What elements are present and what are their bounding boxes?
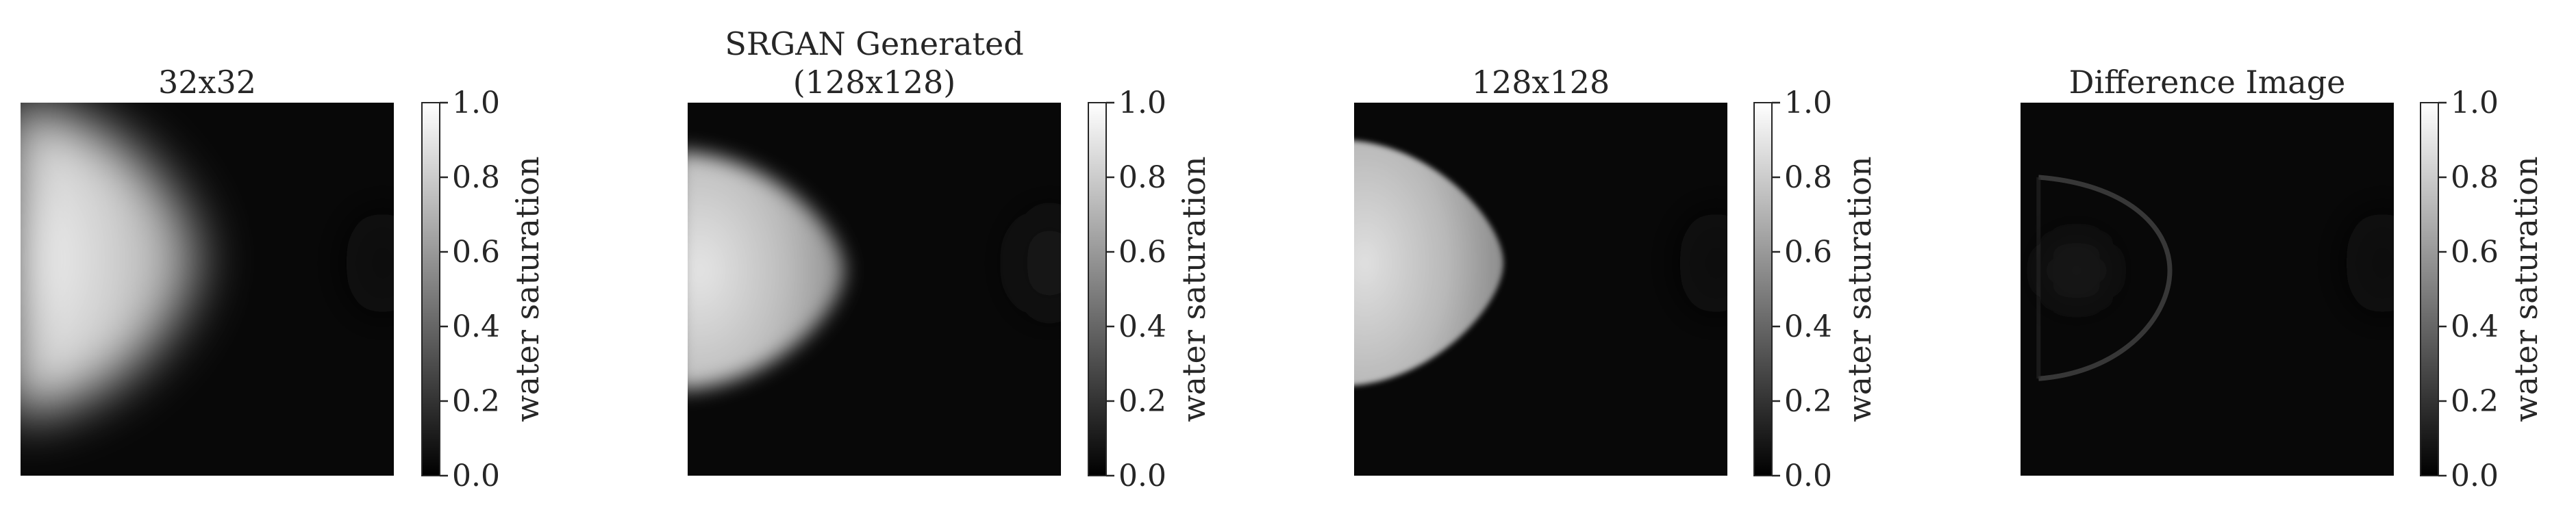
colorbar-tick-label: 1.0 [1784, 86, 1832, 120]
saturation-plume [1354, 140, 1503, 386]
colorbar-tick-label: 0.8 [1784, 160, 1832, 195]
colorbar-tick-label: 0.2 [1118, 384, 1166, 419]
colorbar-gradient [1753, 102, 1773, 476]
colorbar-tick-label: 0.4 [1118, 309, 1166, 344]
heatmap-image [2021, 103, 2394, 476]
colorbar-tick-label: 0.8 [1118, 160, 1166, 195]
colorbar-tick-label: 0.8 [2451, 160, 2499, 195]
colorbar-tick-label: 0.6 [1118, 235, 1166, 270]
heatmap-image [21, 103, 394, 476]
colorbar-tick-label: 0.8 [452, 160, 500, 195]
colorbar-label: water saturation [1175, 156, 1212, 422]
faint-right-region [1679, 211, 1727, 316]
heatmap-image [1354, 103, 1727, 476]
panel-1: 32x32 0.0 0.2 0.4 0.6 0.8 1.0 water saturation [21, 64, 546, 493]
colorbar-tick-label: 0.0 [1118, 459, 1166, 493]
difference-ring [2038, 175, 2173, 381]
panel-title: 32x32 [158, 64, 256, 101]
colorbar-tick-label: 1.0 [2451, 86, 2499, 120]
difference-inner [2047, 240, 2107, 300]
faint-right-region [345, 211, 394, 316]
colorbar-tick-label: 0.6 [1784, 235, 1832, 270]
colorbar-tick-label: 0.0 [1784, 459, 1832, 493]
colorbar-tick-label: 0.4 [452, 309, 500, 344]
colorbar-tick-label: 0.0 [452, 459, 500, 493]
saturation-plume [21, 103, 200, 415]
colorbar: 0.0 0.2 0.4 0.6 0.8 1.0 water saturation [421, 86, 546, 493]
colorbar-tick-label: 0.4 [2451, 309, 2499, 344]
faint-right-region [1012, 211, 1061, 316]
faint-right-region [2345, 211, 2394, 316]
colorbar-gradient [421, 102, 440, 476]
panel-title: 128x128 [1472, 64, 1610, 101]
colorbar-label: water saturation [509, 156, 546, 422]
colorbar-label: water saturation [2508, 156, 2544, 422]
colorbar-tick-label: 0.2 [1784, 384, 1832, 419]
colorbar-gradient [1088, 102, 1107, 476]
panel-2: SRGAN Generated(128x128) 0.0 0.2 0.4 0.6 0.8 1… [688, 25, 1212, 493]
colorbar-gradient [2420, 102, 2439, 476]
colorbar-tick-label: 1.0 [1118, 86, 1166, 120]
colorbar-tick-label: 0.6 [2451, 235, 2499, 270]
colorbar-tick-label: 0.2 [452, 384, 500, 419]
colorbar-tick-label: 0.4 [1784, 309, 1832, 344]
panel-3: 128x128 0.0 0.2 0.4 0.6 0.8 1.0 water saturatio… [1354, 64, 1878, 493]
colorbar: 0.0 0.2 0.4 0.6 0.8 1.0 water saturation [1753, 86, 1878, 493]
panel-title: (128x128) [793, 64, 955, 101]
panel-4: Difference Image 0.0 0.2 0.4 0.6 0.8 1.0 water … [2021, 64, 2544, 493]
heatmap-image [688, 103, 1061, 476]
saturation-plume [688, 151, 845, 389]
colorbar-tick-label: 0.2 [2451, 384, 2499, 419]
panel-title: Difference Image [2069, 64, 2346, 101]
colorbar: 0.0 0.2 0.4 0.6 0.8 1.0 water saturation [1088, 86, 1212, 493]
colorbar-label: water saturation [1841, 156, 1878, 422]
panel-title: SRGAN Generated [725, 25, 1023, 62]
colorbar-tick-label: 0.6 [452, 235, 500, 270]
colorbar: 0.0 0.2 0.4 0.6 0.8 1.0 water saturation [2420, 86, 2544, 493]
colorbar-tick-label: 1.0 [452, 86, 500, 120]
colorbar-tick-label: 0.0 [2451, 459, 2499, 493]
